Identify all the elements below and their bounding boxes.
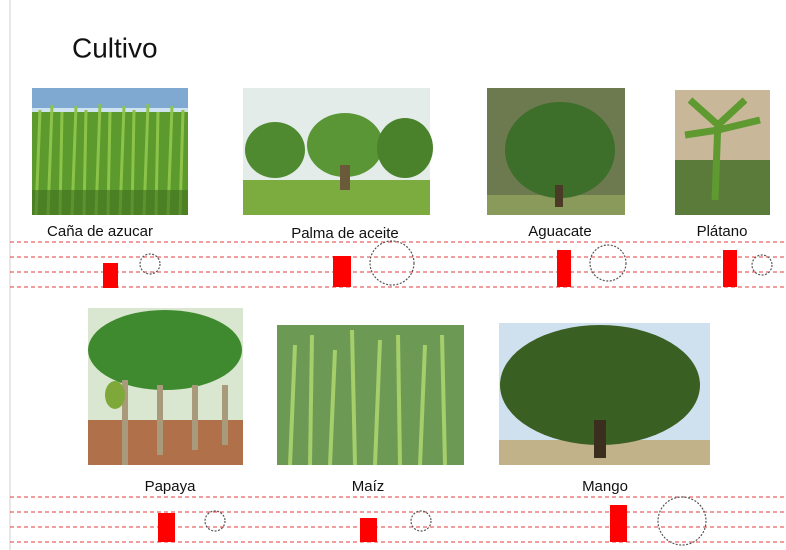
crop-label: Aguacate — [528, 223, 591, 240]
guide-lines — [10, 496, 786, 543]
height-bar — [103, 263, 118, 288]
photo-platano — [675, 90, 770, 215]
crop-label: Mango — [582, 478, 628, 495]
title: Cultivo — [72, 32, 158, 63]
canopy-icon — [589, 244, 627, 282]
photo-maiz — [277, 325, 464, 466]
photo-cana — [32, 88, 188, 216]
canopy-icon — [204, 510, 226, 532]
photo-aguacate — [487, 88, 625, 215]
crop-label: Plátano — [697, 223, 748, 240]
canopy-icon — [410, 510, 432, 532]
crop-label: Maíz — [352, 478, 385, 495]
crop-label: Palma de aceite — [291, 225, 399, 242]
height-bar — [610, 505, 627, 542]
canopy-icon — [751, 254, 773, 276]
canopy-icon — [369, 240, 415, 286]
canopy-icon — [657, 496, 707, 546]
height-bar — [723, 250, 737, 287]
photo-mango — [499, 323, 710, 465]
crop-label: Papaya — [145, 478, 197, 495]
height-bar — [557, 250, 571, 287]
height-bar — [360, 518, 377, 542]
height-bar — [158, 513, 175, 542]
crop-label: Caña de azucar — [47, 223, 153, 240]
photo-palma — [243, 88, 433, 215]
photo-papaya — [88, 308, 243, 465]
canopy-icon — [139, 253, 161, 275]
height-bar — [333, 256, 351, 287]
